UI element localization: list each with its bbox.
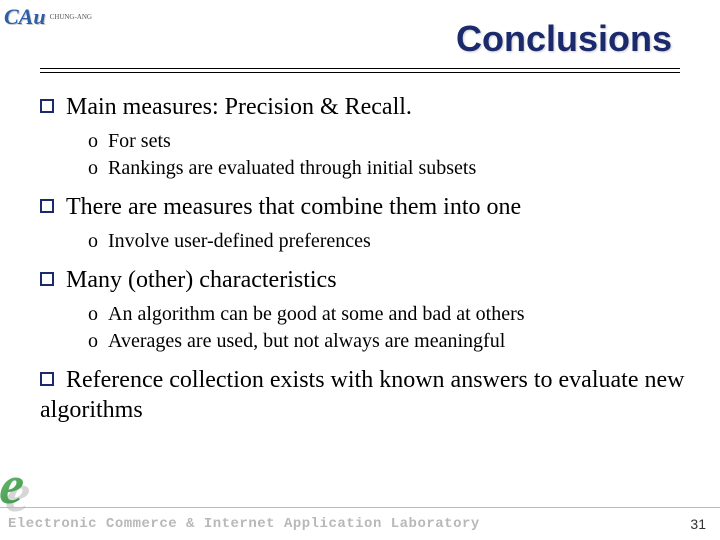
circle-bullet-icon: o xyxy=(88,228,108,255)
square-bullet-icon xyxy=(40,99,54,113)
circle-bullet-icon: o xyxy=(88,155,108,182)
sub-text: Involve user-defined preferences xyxy=(108,230,371,252)
logo-text: CAu xyxy=(4,4,46,30)
square-bullet-icon xyxy=(40,272,54,286)
sub-list: oInvolve user-defined preferences xyxy=(88,228,690,255)
bullet-item: Reference collection exists with known a… xyxy=(40,365,690,425)
sub-item: oRankings are evaluated through initial … xyxy=(88,155,690,182)
sub-item: oInvolve user-defined preferences xyxy=(88,228,690,255)
divider-line-2 xyxy=(40,72,680,73)
header-logo: CAu CHUNG-ANG xyxy=(4,4,92,30)
slide-title: Conclusions xyxy=(456,18,672,60)
footer-logo: e e xyxy=(0,454,56,514)
circle-bullet-icon: o xyxy=(88,128,108,155)
sub-text: For sets xyxy=(108,130,171,152)
footer-divider xyxy=(0,507,720,508)
divider-line-1 xyxy=(40,68,680,69)
bullet-text: Main measures: Precision & Recall. xyxy=(66,94,412,120)
bullet-item: Main measures: Precision & Recall. xyxy=(40,92,690,122)
bullet-item: Many (other) characteristics xyxy=(40,265,690,295)
content-area: Main measures: Precision & Recall. oFor … xyxy=(40,92,690,431)
logo-sub: CHUNG-ANG xyxy=(50,14,92,21)
sub-list: oFor sets oRankings are evaluated throug… xyxy=(88,128,690,182)
sub-item: oFor sets xyxy=(88,128,690,155)
circle-bullet-icon: o xyxy=(88,301,108,328)
sub-text: Rankings are evaluated through initial s… xyxy=(108,157,476,179)
page-number: 31 xyxy=(690,516,706,532)
sub-text: An algorithm can be good at some and bad… xyxy=(108,303,525,325)
footer-text: Electronic Commerce & Internet Applicati… xyxy=(8,516,480,532)
square-bullet-icon xyxy=(40,372,54,386)
bullet-text: Reference collection exists with known a… xyxy=(40,367,684,423)
sub-item: oAn algorithm can be good at some and ba… xyxy=(88,301,690,328)
square-bullet-icon xyxy=(40,199,54,213)
sub-text: Averages are used, but not always are me… xyxy=(108,330,505,352)
circle-bullet-icon: o xyxy=(88,328,108,355)
bullet-item: There are measures that combine them int… xyxy=(40,192,690,222)
bullet-text: Many (other) characteristics xyxy=(66,267,337,293)
sub-item: oAverages are used, but not always are m… xyxy=(88,328,690,355)
sub-list: oAn algorithm can be good at some and ba… xyxy=(88,301,690,355)
bullet-text: There are measures that combine them int… xyxy=(66,194,521,220)
